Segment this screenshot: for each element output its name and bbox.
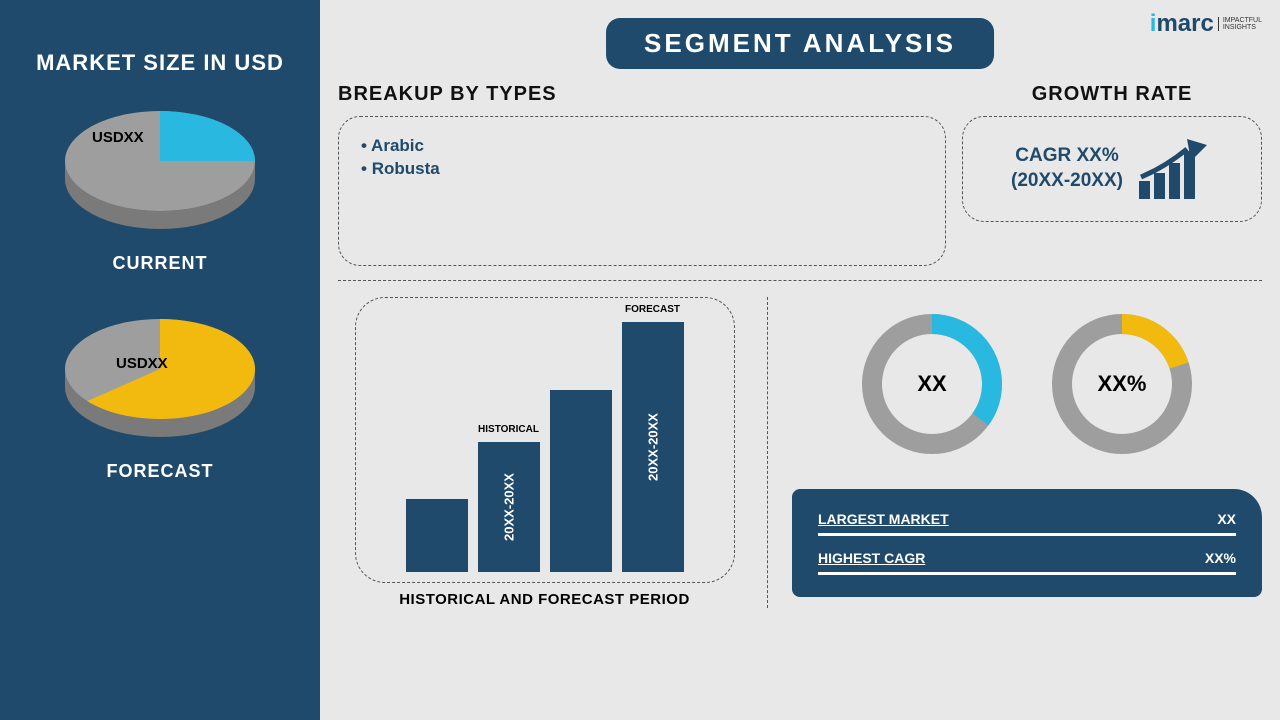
donut: XX% xyxy=(1047,309,1197,459)
logo-text: imarc xyxy=(1150,10,1214,38)
growth-section: GROWTH RATE CAGR XX% (20XX-20XX) xyxy=(962,83,1262,266)
pie-value-label: USDXX xyxy=(116,355,168,372)
historical-box: HISTORICAL20XX-20XX FORECAST20XX-20XX xyxy=(355,297,735,583)
top-row: BREAKUP BY TYPES Arabic Robusta GROWTH RA… xyxy=(338,83,1262,266)
logo: imarc IMPACTFULINSIGHTS xyxy=(1150,10,1262,38)
pie-section: USDXX FORECAST xyxy=(50,309,270,482)
logo-subtitle: IMPACTFULINSIGHTS xyxy=(1218,17,1262,31)
bar xyxy=(406,499,468,572)
breakup-title: BREAKUP BY TYPES xyxy=(338,83,946,106)
breakup-box: Arabic Robusta xyxy=(338,116,946,266)
stat-card: LARGEST MARKETXX HIGHEST CAGRXX% xyxy=(792,489,1262,597)
bar: FORECAST20XX-20XX xyxy=(622,322,684,572)
sidebar-title: MARKET SIZE IN USD xyxy=(36,50,284,76)
main-panel: imarc IMPACTFULINSIGHTS SEGMENT ANALYSIS… xyxy=(320,0,1280,720)
pie-section: USDXX CURRENT xyxy=(50,101,270,274)
bar-chart: HISTORICAL20XX-20XX FORECAST20XX-20XX xyxy=(376,312,714,572)
infographic-root: MARKET SIZE IN USD USDXX CURRENT USDXX FORE… xyxy=(0,0,1280,720)
pie-value-label: USDXX xyxy=(92,129,144,146)
growth-box: CAGR XX% (20XX-20XX) xyxy=(962,116,1262,222)
bar xyxy=(550,390,612,572)
type-item: Arabic xyxy=(361,136,923,156)
historical-panel: HISTORICAL20XX-20XX FORECAST20XX-20XX HIS… xyxy=(338,297,768,608)
sidebar: MARKET SIZE IN USD USDXX CURRENT USDXX FORE… xyxy=(0,0,320,720)
donut-center: XX% xyxy=(1098,371,1147,397)
stat-row: LARGEST MARKETXX xyxy=(818,511,1236,536)
growth-text: CAGR XX% (20XX-20XX) xyxy=(1011,144,1123,193)
right-panel: XX XX% LARGEST MARKETXX HIGHEST CAGRXX% xyxy=(768,297,1262,608)
historical-caption: HISTORICAL AND FORECAST PERIOD xyxy=(399,591,690,608)
breakup-section: BREAKUP BY TYPES Arabic Robusta xyxy=(338,83,946,266)
bar: HISTORICAL20XX-20XX xyxy=(478,442,540,572)
page-title: SEGMENT ANALYSIS xyxy=(606,18,994,69)
stat-row: HIGHEST CAGRXX% xyxy=(818,550,1236,575)
pie-caption: CURRENT xyxy=(113,253,208,274)
donut: XX xyxy=(857,309,1007,459)
type-item: Robusta xyxy=(361,159,923,179)
pie-caption: FORECAST xyxy=(107,461,214,482)
donut-row: XX XX% xyxy=(792,309,1262,459)
growth-icon xyxy=(1135,137,1213,201)
bottom-row: HISTORICAL20XX-20XX FORECAST20XX-20XX HIS… xyxy=(338,280,1262,608)
growth-title: GROWTH RATE xyxy=(962,83,1262,106)
donut-center: XX xyxy=(917,371,946,397)
